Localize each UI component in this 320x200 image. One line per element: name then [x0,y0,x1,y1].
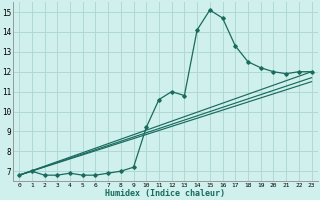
X-axis label: Humidex (Indice chaleur): Humidex (Indice chaleur) [105,189,225,198]
